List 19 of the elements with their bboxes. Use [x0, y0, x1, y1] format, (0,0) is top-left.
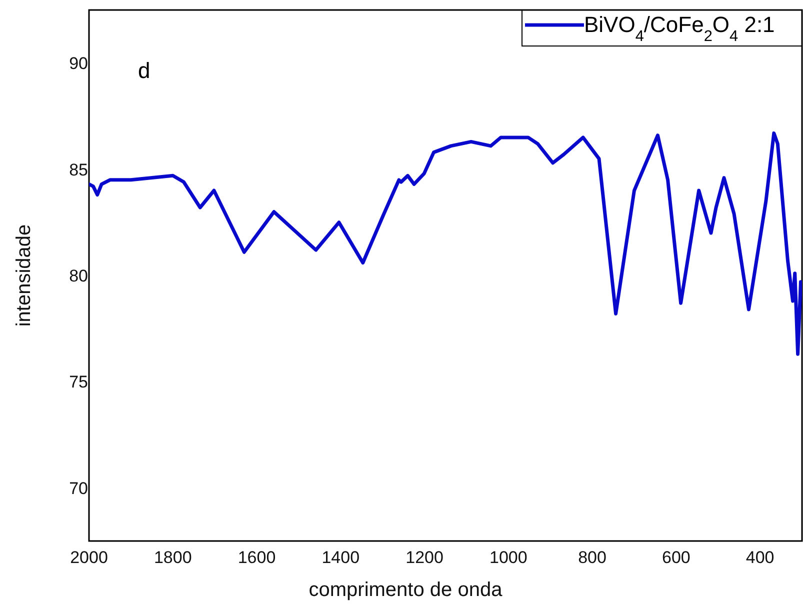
annotation: d — [138, 58, 150, 83]
x-tick-label: 1000 — [490, 548, 528, 567]
x-axis-title: comprimento de onda — [308, 579, 504, 601]
x-tick-label: 1400 — [322, 548, 360, 567]
line-series — [89, 131, 802, 356]
x-tick-label: 1200 — [406, 548, 444, 567]
y-tick-label: 85 — [69, 160, 88, 180]
x-tick-label: 600 — [662, 548, 690, 567]
legend-label: BiVO$_{4}$/CoFe$_{2}$O$_{4}$ 2:1 — [584, 12, 775, 44]
x-tick-label: 400 — [746, 548, 774, 567]
y-axis-title: intensidade — [13, 224, 35, 327]
x-tick-label: 800 — [578, 548, 606, 567]
y-tick-label: 80 — [69, 266, 88, 286]
x-tick-label: 1600 — [238, 548, 276, 567]
x-tick-label: 1800 — [154, 548, 192, 567]
y-tick-label: 70 — [69, 478, 88, 498]
y-tick-label: 90 — [69, 54, 88, 74]
x-tick-label: 2000 — [70, 548, 108, 567]
y-tick-label: 75 — [69, 372, 88, 392]
